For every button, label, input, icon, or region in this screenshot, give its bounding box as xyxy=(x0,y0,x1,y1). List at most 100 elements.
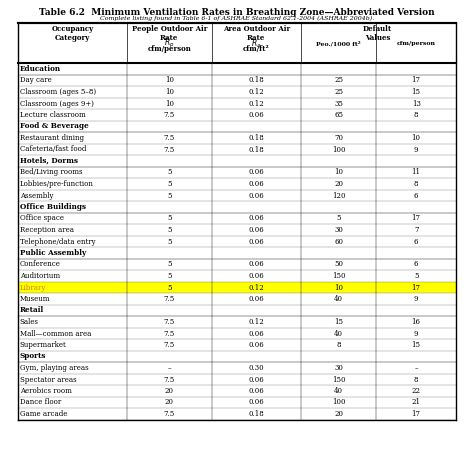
Text: 5: 5 xyxy=(167,238,172,245)
Text: Classroom (ages 5–8): Classroom (ages 5–8) xyxy=(20,88,96,96)
Text: People Outdoor Air
Rate: People Outdoor Air Rate xyxy=(132,25,207,42)
Text: 5: 5 xyxy=(337,214,341,223)
Text: 5: 5 xyxy=(414,272,419,280)
Text: 7.5: 7.5 xyxy=(164,330,175,338)
Text: 8: 8 xyxy=(414,375,419,383)
Text: 17: 17 xyxy=(411,76,420,85)
Text: Sales: Sales xyxy=(20,318,39,326)
Text: 6: 6 xyxy=(414,192,419,200)
Text: 20: 20 xyxy=(334,180,343,188)
Text: Aerobics room: Aerobics room xyxy=(20,387,72,395)
Text: 65: 65 xyxy=(334,111,343,119)
Text: 0.06: 0.06 xyxy=(248,330,264,338)
Text: 10: 10 xyxy=(411,134,420,142)
Text: 60: 60 xyxy=(334,238,343,245)
Text: 5: 5 xyxy=(167,226,172,234)
Text: 17: 17 xyxy=(411,214,420,223)
Text: Museum: Museum xyxy=(20,295,50,303)
Text: 40: 40 xyxy=(334,295,343,303)
Text: 5: 5 xyxy=(167,272,172,280)
Text: 6: 6 xyxy=(414,261,419,269)
Text: $R_p$: $R_p$ xyxy=(164,37,174,50)
Text: 100: 100 xyxy=(332,145,345,154)
Text: $R_a$: $R_a$ xyxy=(251,37,261,50)
Text: Dance floor: Dance floor xyxy=(20,399,61,407)
Text: Occupancy
Category: Occupancy Category xyxy=(51,25,93,42)
Text: 21: 21 xyxy=(411,399,420,407)
Text: 0.12: 0.12 xyxy=(248,88,264,96)
Text: 15: 15 xyxy=(334,318,343,326)
Text: 30: 30 xyxy=(334,364,343,372)
Text: 0.06: 0.06 xyxy=(248,192,264,200)
Text: Area Outdoor Air
Rate: Area Outdoor Air Rate xyxy=(223,25,290,42)
Text: Table 6.2  Minimum Ventilation Rates in Breathing Zone—Abbreviated Version: Table 6.2 Minimum Ventilation Rates in B… xyxy=(39,8,435,17)
Text: 0.12: 0.12 xyxy=(248,318,264,326)
Text: 0.06: 0.06 xyxy=(248,180,264,188)
Text: 0.06: 0.06 xyxy=(248,261,264,269)
Text: Supermarket: Supermarket xyxy=(20,341,66,349)
Text: 15: 15 xyxy=(411,88,420,96)
Text: –: – xyxy=(414,364,418,372)
Text: 100: 100 xyxy=(332,399,345,407)
Text: Education: Education xyxy=(20,65,61,73)
Text: 10: 10 xyxy=(165,100,174,107)
Text: 5: 5 xyxy=(167,192,172,200)
Text: Mall—common area: Mall—common area xyxy=(20,330,91,338)
Text: 0.06: 0.06 xyxy=(248,341,264,349)
Text: Day care: Day care xyxy=(20,76,52,85)
Text: 20: 20 xyxy=(165,399,174,407)
Text: 7.5: 7.5 xyxy=(164,341,175,349)
Text: 0.06: 0.06 xyxy=(248,226,264,234)
Text: Sports: Sports xyxy=(20,352,46,361)
Text: Restaurant dining: Restaurant dining xyxy=(20,134,84,142)
Text: Classroom (ages 9+): Classroom (ages 9+) xyxy=(20,100,94,107)
Text: 0.06: 0.06 xyxy=(248,169,264,176)
Text: 20: 20 xyxy=(165,387,174,395)
Text: Peo./1000 ft²: Peo./1000 ft² xyxy=(316,41,361,46)
Text: 0.18: 0.18 xyxy=(248,134,264,142)
Text: 40: 40 xyxy=(334,330,343,338)
Text: 13: 13 xyxy=(412,100,420,107)
Text: 35: 35 xyxy=(334,100,343,107)
Text: 9: 9 xyxy=(414,145,419,154)
Text: 0.06: 0.06 xyxy=(248,387,264,395)
Text: 0.06: 0.06 xyxy=(248,272,264,280)
Text: 9: 9 xyxy=(414,295,419,303)
Text: 17: 17 xyxy=(411,283,420,292)
Text: 7.5: 7.5 xyxy=(164,318,175,326)
Text: 20: 20 xyxy=(334,410,343,418)
Text: 5: 5 xyxy=(167,283,172,292)
Text: Game arcade: Game arcade xyxy=(20,410,67,418)
Text: 17: 17 xyxy=(411,410,420,418)
Text: Retail: Retail xyxy=(20,307,44,314)
Text: 10: 10 xyxy=(165,76,174,85)
Text: Bed/Living rooms: Bed/Living rooms xyxy=(20,169,82,176)
Text: 0.30: 0.30 xyxy=(248,364,264,372)
Text: Lecture classroom: Lecture classroom xyxy=(20,111,85,119)
Text: 7.5: 7.5 xyxy=(164,410,175,418)
Text: Hotels, Dorms: Hotels, Dorms xyxy=(20,157,78,165)
Text: cfm/person: cfm/person xyxy=(147,45,191,53)
Text: Telephone/data entry: Telephone/data entry xyxy=(20,238,95,245)
Text: Cafeteria/fast food: Cafeteria/fast food xyxy=(20,145,86,154)
Text: 150: 150 xyxy=(332,375,345,383)
Text: 120: 120 xyxy=(332,192,345,200)
Text: 10: 10 xyxy=(334,283,343,292)
Text: 7.5: 7.5 xyxy=(164,145,175,154)
Text: 7.5: 7.5 xyxy=(164,375,175,383)
Text: Food & Beverage: Food & Beverage xyxy=(20,123,89,131)
Text: 0.06: 0.06 xyxy=(248,214,264,223)
Text: 22: 22 xyxy=(411,387,420,395)
Text: –: – xyxy=(167,364,171,372)
Text: 0.06: 0.06 xyxy=(248,295,264,303)
Text: 0.06: 0.06 xyxy=(248,238,264,245)
Text: Reception area: Reception area xyxy=(20,226,74,234)
Text: cfm/person: cfm/person xyxy=(397,41,436,46)
Text: 7.5: 7.5 xyxy=(164,295,175,303)
Text: 5: 5 xyxy=(167,214,172,223)
Text: 8: 8 xyxy=(337,341,341,349)
Text: 5: 5 xyxy=(167,261,172,269)
Text: 50: 50 xyxy=(334,261,343,269)
Text: 9: 9 xyxy=(414,330,419,338)
Text: 0.12: 0.12 xyxy=(248,100,264,107)
